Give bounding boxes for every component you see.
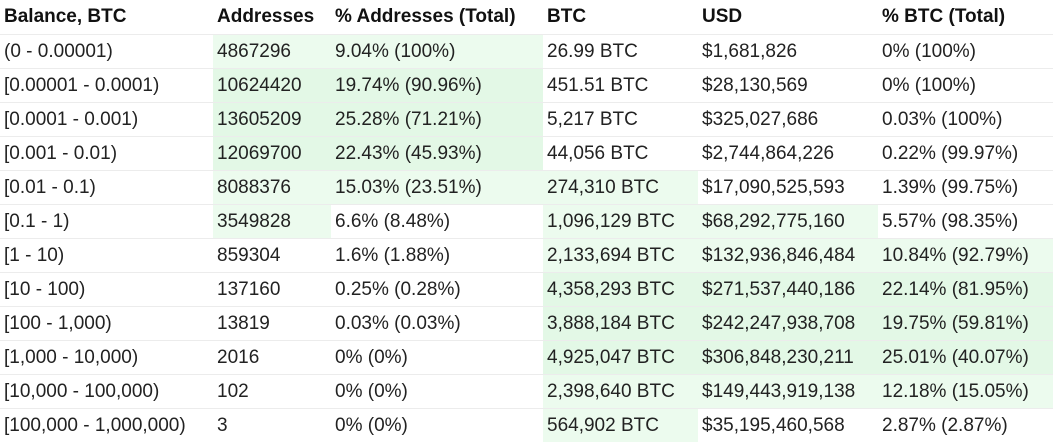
table-row: [0.1 - 1) 3549828 6.6% (8.48%) 1,096,129… (0, 204, 1053, 239)
pct-addresses-cell: 0% (0%) (331, 374, 543, 409)
balance-cell: (0 - 0.00001) (0, 34, 213, 69)
usd-cell: $68,292,775,160 (698, 204, 878, 239)
balance-cell: [100,000 - 1,000,000) (0, 408, 213, 442)
pct-addresses-cell: 25.28% (71.21%) (331, 102, 543, 137)
table-row: [10,000 - 100,000) 102 0% (0%) 2,398,640… (0, 374, 1053, 409)
col-header-usd[interactable]: USD (698, 0, 878, 35)
addresses-cell: 8088376 (213, 170, 331, 205)
usd-cell: $325,027,686 (698, 102, 878, 137)
balance-cell: [0.00001 - 0.0001) (0, 68, 213, 103)
pct-addresses-cell: 22.43% (45.93%) (331, 136, 543, 171)
pct-addresses-cell: 6.6% (8.48%) (331, 204, 543, 239)
usd-cell: $28,130,569 (698, 68, 878, 103)
table-row: [10 - 100) 137160 0.25% (0.28%) 4,358,29… (0, 272, 1053, 307)
header-row: Balance, BTC Addresses % Addresses (Tota… (0, 0, 1053, 35)
addresses-cell: 10624420 (213, 68, 331, 103)
table-row: [1,000 - 10,000) 2016 0% (0%) 4,925,047 … (0, 340, 1053, 375)
table-row: [0.001 - 0.01) 12069700 22.43% (45.93%) … (0, 136, 1053, 171)
pct-addresses-cell: 0% (0%) (331, 340, 543, 375)
balance-cell: [1 - 10) (0, 238, 213, 273)
pct-btc-cell: 25.01% (40.07%) (878, 340, 1053, 375)
balance-cell: [0.1 - 1) (0, 204, 213, 239)
btc-cell: 451.51 BTC (543, 68, 698, 103)
balance-cell: [10 - 100) (0, 272, 213, 307)
table-row: [100 - 1,000) 13819 0.03% (0.03%) 3,888,… (0, 306, 1053, 341)
usd-cell: $242,247,938,708 (698, 306, 878, 341)
pct-btc-cell: 12.18% (15.05%) (878, 374, 1053, 409)
balance-cell: [0.0001 - 0.001) (0, 102, 213, 137)
addresses-cell: 3 (213, 408, 331, 442)
pct-addresses-cell: 9.04% (100%) (331, 34, 543, 69)
table-row: [100,000 - 1,000,000) 3 0% (0%) 564,902 … (0, 408, 1053, 442)
pct-addresses-cell: 1.6% (1.88%) (331, 238, 543, 273)
usd-cell: $149,443,919,138 (698, 374, 878, 409)
table-row: [0.0001 - 0.001) 13605209 25.28% (71.21%… (0, 102, 1053, 137)
pct-btc-cell: 19.75% (59.81%) (878, 306, 1053, 341)
table-row: [0.00001 - 0.0001) 10624420 19.74% (90.9… (0, 68, 1053, 103)
addresses-cell: 12069700 (213, 136, 331, 171)
balance-cell: [0.01 - 0.1) (0, 170, 213, 205)
pct-btc-cell: 0.03% (100%) (878, 102, 1053, 137)
btc-cell: 1,096,129 BTC (543, 204, 698, 239)
btc-cell: 2,398,640 BTC (543, 374, 698, 409)
balance-cell: [0.001 - 0.01) (0, 136, 213, 171)
addresses-cell: 13605209 (213, 102, 331, 137)
usd-cell: $132,936,846,484 (698, 238, 878, 273)
btc-cell: 4,358,293 BTC (543, 272, 698, 307)
usd-cell: $2,744,864,226 (698, 136, 878, 171)
pct-addresses-cell: 19.74% (90.96%) (331, 68, 543, 103)
usd-cell: $306,848,230,211 (698, 340, 878, 375)
pct-addresses-cell: 0.25% (0.28%) (331, 272, 543, 307)
col-header-pct-btc[interactable]: % BTC (Total) (878, 0, 1053, 35)
addresses-cell: 137160 (213, 272, 331, 307)
btc-cell: 5,217 BTC (543, 102, 698, 137)
addresses-cell: 13819 (213, 306, 331, 341)
pct-btc-cell: 0.22% (99.97%) (878, 136, 1053, 171)
col-header-addresses[interactable]: Addresses (213, 0, 331, 35)
pct-addresses-cell: 15.03% (23.51%) (331, 170, 543, 205)
btc-cell: 3,888,184 BTC (543, 306, 698, 341)
table-body: (0 - 0.00001) 4867296 9.04% (100%) 26.99… (0, 34, 1053, 442)
pct-addresses-cell: 0.03% (0.03%) (331, 306, 543, 341)
usd-cell: $1,681,826 (698, 34, 878, 69)
addresses-cell: 4867296 (213, 34, 331, 69)
pct-addresses-cell: 0% (0%) (331, 408, 543, 442)
table-row: [1 - 10) 859304 1.6% (1.88%) 2,133,694 B… (0, 238, 1053, 273)
btc-cell: 274,310 BTC (543, 170, 698, 205)
pct-btc-cell: 10.84% (92.79%) (878, 238, 1053, 273)
table-row: [0.01 - 0.1) 8088376 15.03% (23.51%) 274… (0, 170, 1053, 205)
btc-cell: 2,133,694 BTC (543, 238, 698, 273)
table-row: (0 - 0.00001) 4867296 9.04% (100%) 26.99… (0, 34, 1053, 69)
balance-cell: [1,000 - 10,000) (0, 340, 213, 375)
addresses-cell: 859304 (213, 238, 331, 273)
btc-cell: 44,056 BTC (543, 136, 698, 171)
btc-cell: 564,902 BTC (543, 408, 698, 442)
col-header-pct-addresses[interactable]: % Addresses (Total) (331, 0, 543, 35)
btc-cell: 4,925,047 BTC (543, 340, 698, 375)
addresses-cell: 3549828 (213, 204, 331, 239)
pct-btc-cell: 0% (100%) (878, 34, 1053, 69)
balance-cell: [10,000 - 100,000) (0, 374, 213, 409)
pct-btc-cell: 0% (100%) (878, 68, 1053, 103)
pct-btc-cell: 2.87% (2.87%) (878, 408, 1053, 442)
usd-cell: $271,537,440,186 (698, 272, 878, 307)
addresses-cell: 2016 (213, 340, 331, 375)
pct-btc-cell: 5.57% (98.35%) (878, 204, 1053, 239)
addresses-cell: 102 (213, 374, 331, 409)
usd-cell: $35,195,460,568 (698, 408, 878, 442)
usd-cell: $17,090,525,593 (698, 170, 878, 205)
col-header-balance[interactable]: Balance, BTC (0, 0, 213, 35)
balance-cell: [100 - 1,000) (0, 306, 213, 341)
btc-cell: 26.99 BTC (543, 34, 698, 69)
table-header: Balance, BTC Addresses % Addresses (Tota… (0, 0, 1053, 35)
col-header-btc[interactable]: BTC (543, 0, 698, 35)
pct-btc-cell: 1.39% (99.75%) (878, 170, 1053, 205)
pct-btc-cell: 22.14% (81.95%) (878, 272, 1053, 307)
